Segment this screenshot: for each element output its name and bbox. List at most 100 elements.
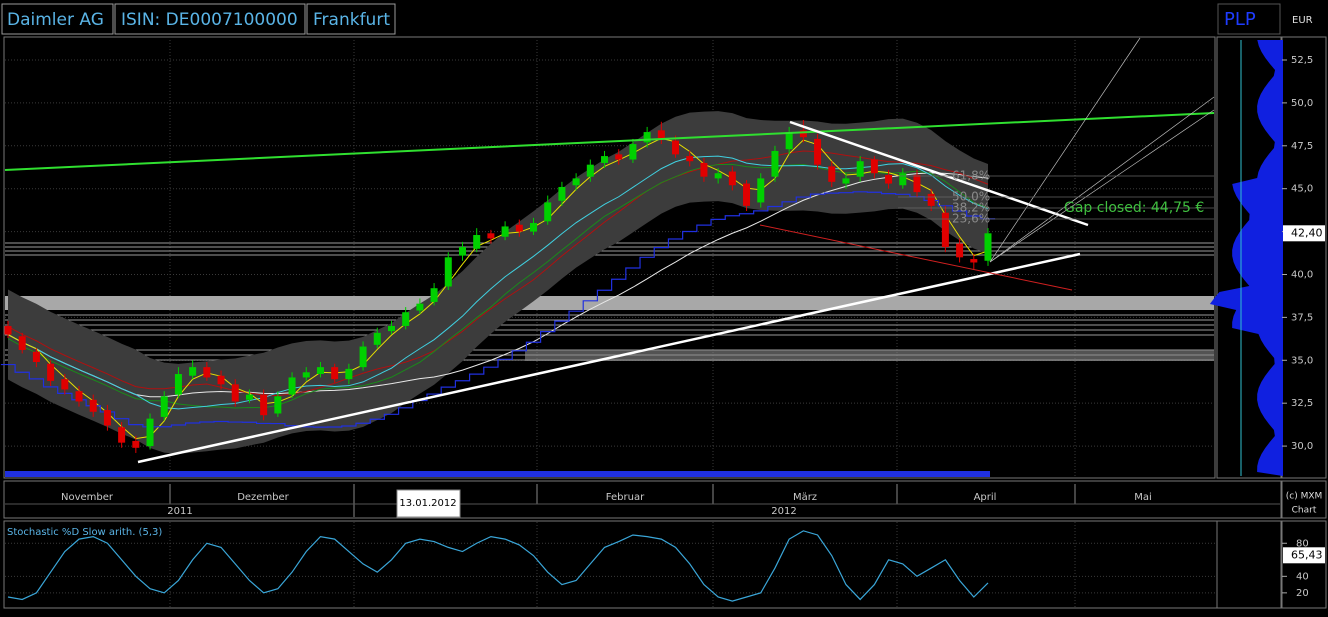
candle-body bbox=[217, 375, 225, 385]
exchange: Frankfurt bbox=[313, 10, 390, 30]
moving-average-green bbox=[7, 163, 989, 409]
y-tick-label: 30,0 bbox=[1291, 441, 1313, 452]
candle-body bbox=[4, 325, 12, 335]
month-label: November bbox=[61, 492, 114, 503]
candle-body bbox=[47, 363, 55, 381]
candle-body bbox=[444, 257, 452, 287]
y-tick-label: 50,0 bbox=[1291, 98, 1313, 109]
header-box bbox=[1, 3, 114, 35]
currency: EUR bbox=[1292, 15, 1313, 26]
candle-body bbox=[629, 144, 637, 160]
candle-body bbox=[118, 427, 126, 443]
candle-body bbox=[359, 346, 367, 368]
candle-body bbox=[274, 396, 282, 414]
candle-body bbox=[856, 161, 864, 177]
y-tick-label: 20 bbox=[1296, 588, 1309, 599]
candle-body bbox=[814, 138, 822, 165]
credit: Chart bbox=[1292, 506, 1317, 516]
candle-body bbox=[615, 154, 623, 160]
year-label: 2012 bbox=[771, 506, 796, 517]
month-label: Mai bbox=[1134, 492, 1152, 503]
candle-body bbox=[189, 367, 197, 376]
last-value-box bbox=[1283, 547, 1325, 564]
candle-body bbox=[956, 243, 964, 258]
candle-body bbox=[231, 384, 239, 402]
indicator-axis bbox=[1281, 520, 1327, 609]
cursor-date: 13.01.2012 bbox=[399, 498, 456, 509]
candle-body bbox=[387, 325, 395, 332]
candle-body bbox=[458, 247, 466, 256]
candle-body bbox=[18, 336, 26, 350]
main-layer bbox=[0, 120, 996, 602]
y-tick-label: 37,5 bbox=[1291, 312, 1313, 323]
candle-body bbox=[643, 132, 651, 143]
candle-body bbox=[941, 212, 949, 248]
candle-body bbox=[828, 166, 836, 182]
candle-body bbox=[203, 367, 211, 378]
candle-body bbox=[558, 186, 566, 201]
candle-body bbox=[373, 332, 381, 345]
credit: (c) MXM bbox=[1286, 492, 1323, 502]
candle-body bbox=[288, 377, 296, 395]
date-axis bbox=[3, 480, 1282, 519]
candle-body bbox=[345, 368, 353, 380]
candle-body bbox=[302, 372, 310, 378]
indicator-title: Stochastic %D Slow arith. (5,3) bbox=[7, 527, 162, 538]
candle-body bbox=[487, 233, 495, 239]
y-tick-label: 52,5 bbox=[1291, 55, 1313, 66]
support-zone bbox=[5, 296, 1214, 310]
trend-line-red bbox=[759, 224, 1073, 291]
y-tick-label: 80 bbox=[1296, 538, 1309, 549]
header-box bbox=[306, 3, 396, 35]
candle-body bbox=[757, 178, 765, 203]
candle-body bbox=[260, 394, 268, 416]
candle-body bbox=[728, 171, 736, 186]
trend-line-green bbox=[4, 112, 1215, 171]
fib-label: 23,6% bbox=[952, 212, 990, 226]
candle-body bbox=[103, 410, 111, 426]
stock-name: Daimler AG bbox=[7, 10, 104, 30]
candle-body bbox=[785, 132, 793, 150]
candle-body bbox=[416, 303, 424, 311]
candle-body bbox=[842, 178, 850, 184]
candle-body bbox=[174, 374, 182, 395]
candle-body bbox=[530, 223, 538, 232]
candle-body bbox=[799, 130, 807, 138]
candle-body bbox=[473, 235, 481, 249]
stair-line bbox=[0, 191, 996, 428]
candle-body bbox=[132, 440, 140, 448]
overlay-layer: 52,550,047,545,042,540,037,535,032,530,0… bbox=[4, 37, 1325, 599]
candle-body bbox=[601, 156, 609, 163]
candle-body bbox=[402, 312, 410, 326]
y-tick-label: 32,5 bbox=[1291, 398, 1313, 409]
plp-label: PLP bbox=[1224, 9, 1256, 30]
y-tick-label: 47,5 bbox=[1291, 141, 1313, 152]
candle-body bbox=[61, 379, 69, 390]
candle-body bbox=[885, 174, 893, 184]
fan-line bbox=[989, 96, 1215, 263]
candle-body bbox=[657, 130, 665, 139]
candle-body bbox=[743, 183, 751, 206]
y-tick-label: 35,0 bbox=[1291, 355, 1313, 366]
candle-body bbox=[913, 174, 921, 193]
last-price-label: 42,40 bbox=[1291, 226, 1323, 239]
candle-body bbox=[927, 193, 935, 206]
y-tick-label: 40,0 bbox=[1291, 269, 1313, 280]
candle-body bbox=[430, 288, 438, 302]
fan-line bbox=[989, 37, 1141, 263]
cursor-box bbox=[396, 489, 461, 518]
y-tick-label: 40 bbox=[1296, 571, 1309, 582]
candle-body bbox=[700, 162, 708, 177]
year-label: 2011 bbox=[167, 506, 192, 517]
candle-body bbox=[572, 178, 580, 186]
candle-body bbox=[316, 367, 324, 375]
volume-strip bbox=[5, 471, 990, 477]
candle-body bbox=[515, 224, 523, 232]
last-price-box bbox=[1283, 225, 1325, 242]
credit-box bbox=[1281, 480, 1327, 519]
candle-body bbox=[160, 396, 168, 417]
month-label: April bbox=[974, 492, 997, 503]
candle-body bbox=[331, 367, 339, 380]
candle-body bbox=[245, 394, 253, 400]
candle-body bbox=[899, 173, 907, 186]
